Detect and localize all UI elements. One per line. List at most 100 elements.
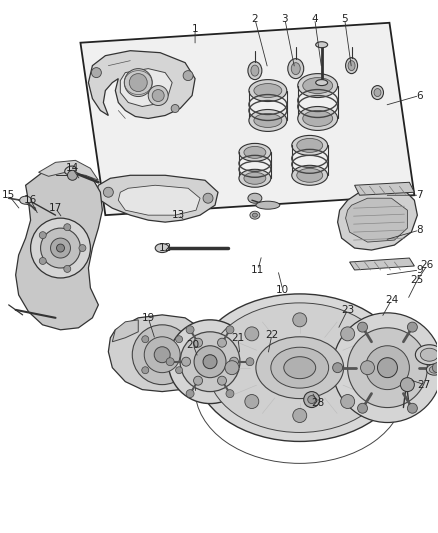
Text: 20: 20 xyxy=(187,340,200,350)
Circle shape xyxy=(50,238,71,258)
Ellipse shape xyxy=(303,78,332,94)
Circle shape xyxy=(176,336,183,343)
Circle shape xyxy=(176,367,183,374)
Ellipse shape xyxy=(297,168,323,182)
Text: 23: 23 xyxy=(341,305,354,315)
Circle shape xyxy=(293,409,307,423)
Ellipse shape xyxy=(249,109,287,132)
Circle shape xyxy=(168,320,252,403)
Polygon shape xyxy=(96,175,218,222)
Circle shape xyxy=(124,69,152,96)
Polygon shape xyxy=(350,258,414,270)
Ellipse shape xyxy=(195,294,404,441)
Circle shape xyxy=(304,392,320,408)
Text: 9: 9 xyxy=(416,265,423,275)
Polygon shape xyxy=(88,51,195,118)
Ellipse shape xyxy=(252,213,258,217)
Circle shape xyxy=(378,358,397,378)
Ellipse shape xyxy=(348,61,355,71)
Polygon shape xyxy=(112,320,138,342)
Ellipse shape xyxy=(248,193,262,203)
Text: 26: 26 xyxy=(421,260,434,270)
Circle shape xyxy=(129,74,147,92)
Ellipse shape xyxy=(415,345,438,365)
Circle shape xyxy=(341,327,355,341)
Circle shape xyxy=(142,367,149,374)
Circle shape xyxy=(293,313,307,327)
Circle shape xyxy=(357,403,367,413)
Ellipse shape xyxy=(291,63,300,75)
Circle shape xyxy=(171,104,179,112)
Circle shape xyxy=(226,326,234,334)
Polygon shape xyxy=(81,23,414,215)
Ellipse shape xyxy=(208,303,392,432)
Circle shape xyxy=(182,357,191,366)
Ellipse shape xyxy=(426,364,438,375)
Text: 11: 11 xyxy=(251,265,265,275)
Circle shape xyxy=(144,337,180,373)
Circle shape xyxy=(230,357,238,366)
Polygon shape xyxy=(108,315,210,392)
Circle shape xyxy=(332,362,343,373)
Circle shape xyxy=(132,325,192,385)
Circle shape xyxy=(407,322,417,332)
Circle shape xyxy=(103,187,113,197)
Polygon shape xyxy=(16,168,102,330)
Circle shape xyxy=(245,394,259,408)
Circle shape xyxy=(31,218,90,278)
Circle shape xyxy=(79,245,86,252)
Circle shape xyxy=(308,395,316,403)
Ellipse shape xyxy=(297,139,323,152)
Ellipse shape xyxy=(239,143,271,161)
Text: 2: 2 xyxy=(251,14,258,24)
Ellipse shape xyxy=(239,169,271,187)
Circle shape xyxy=(348,328,427,408)
Circle shape xyxy=(218,338,226,347)
Circle shape xyxy=(194,376,202,385)
Circle shape xyxy=(186,390,194,398)
Text: 22: 22 xyxy=(265,330,279,340)
Polygon shape xyxy=(355,182,414,195)
Ellipse shape xyxy=(303,110,332,126)
Ellipse shape xyxy=(244,172,266,184)
Circle shape xyxy=(366,346,410,390)
Circle shape xyxy=(400,378,414,392)
Text: 8: 8 xyxy=(416,225,423,235)
Circle shape xyxy=(332,313,438,423)
Ellipse shape xyxy=(248,62,262,79)
Ellipse shape xyxy=(244,147,266,158)
Circle shape xyxy=(92,68,101,78)
Ellipse shape xyxy=(429,366,438,373)
Circle shape xyxy=(64,265,71,272)
Polygon shape xyxy=(338,188,417,250)
Text: 24: 24 xyxy=(385,295,398,305)
Text: 4: 4 xyxy=(311,14,318,24)
Ellipse shape xyxy=(155,244,169,253)
Circle shape xyxy=(194,338,202,347)
Polygon shape xyxy=(120,69,172,107)
Text: 13: 13 xyxy=(172,210,185,220)
Circle shape xyxy=(41,228,81,268)
Ellipse shape xyxy=(420,348,438,361)
Ellipse shape xyxy=(371,86,384,100)
Text: 27: 27 xyxy=(418,379,431,390)
Circle shape xyxy=(432,362,438,373)
Circle shape xyxy=(194,346,226,378)
Circle shape xyxy=(225,361,239,375)
Text: 25: 25 xyxy=(411,275,424,285)
Circle shape xyxy=(218,376,226,385)
Text: 21: 21 xyxy=(231,333,244,343)
Text: 14: 14 xyxy=(66,163,79,173)
Text: 7: 7 xyxy=(416,190,423,200)
Ellipse shape xyxy=(316,79,328,86)
Circle shape xyxy=(407,403,417,413)
Text: 12: 12 xyxy=(159,243,172,253)
Polygon shape xyxy=(118,185,200,215)
Circle shape xyxy=(39,232,46,239)
Text: 16: 16 xyxy=(24,195,37,205)
Circle shape xyxy=(357,322,367,332)
Circle shape xyxy=(148,86,168,106)
Ellipse shape xyxy=(271,347,328,388)
Ellipse shape xyxy=(298,107,338,131)
Ellipse shape xyxy=(288,59,304,78)
